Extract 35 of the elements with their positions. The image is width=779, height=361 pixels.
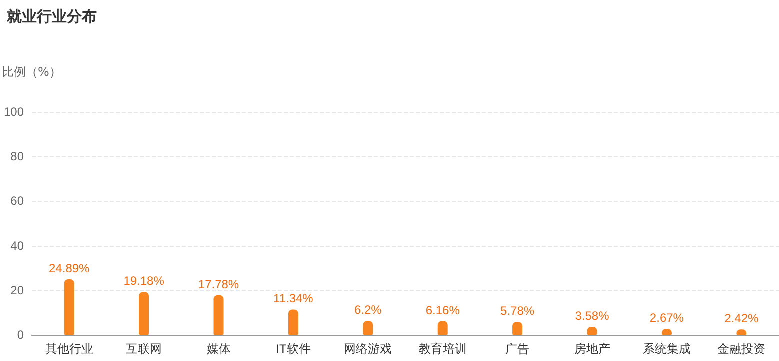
data-label: 19.18% <box>124 274 165 288</box>
y-tick-label: 60 <box>10 194 24 208</box>
x-tick-label: 房地产 <box>574 342 610 356</box>
y-tick-label: 20 <box>10 283 24 298</box>
bar <box>363 321 374 335</box>
y-tick-label: 40 <box>10 238 24 253</box>
x-tick-label: 金融投资 <box>718 342 766 356</box>
x-tick-label: IT软件 <box>276 342 311 356</box>
data-label: 11.34% <box>274 292 314 306</box>
bar <box>288 310 298 335</box>
y-axis-title: 比例（%） <box>2 65 62 79</box>
x-tick-label: 其他行业 <box>45 342 94 356</box>
data-label: 2.67% <box>650 311 684 326</box>
y-tick-label: 100 <box>4 105 24 119</box>
x-tick-label: 媒体 <box>206 342 231 356</box>
y-tick-label: 0 <box>17 328 24 342</box>
y-tick-label: 80 <box>10 150 24 164</box>
data-label: 6.16% <box>426 303 460 318</box>
bar <box>139 292 150 335</box>
data-label: 6.2% <box>354 303 382 318</box>
x-tick-label: 互联网 <box>126 342 162 356</box>
data-label: 2.42% <box>724 312 759 326</box>
data-label: 24.89% <box>49 261 90 276</box>
data-label: 17.78% <box>198 277 240 292</box>
data-label: 5.78% <box>500 304 535 318</box>
x-tick-label: 广告 <box>506 342 530 356</box>
bar <box>438 321 448 335</box>
x-tick-label: 系统集成 <box>642 342 691 356</box>
bar <box>512 322 523 335</box>
bar <box>214 295 224 335</box>
x-tick-label: 网络游戏 <box>344 342 392 356</box>
chart-title: 就业行业分布 <box>6 8 97 26</box>
x-tick-label: 教育培训 <box>418 342 467 356</box>
bar <box>64 279 74 335</box>
data-label: 3.58% <box>575 309 610 324</box>
